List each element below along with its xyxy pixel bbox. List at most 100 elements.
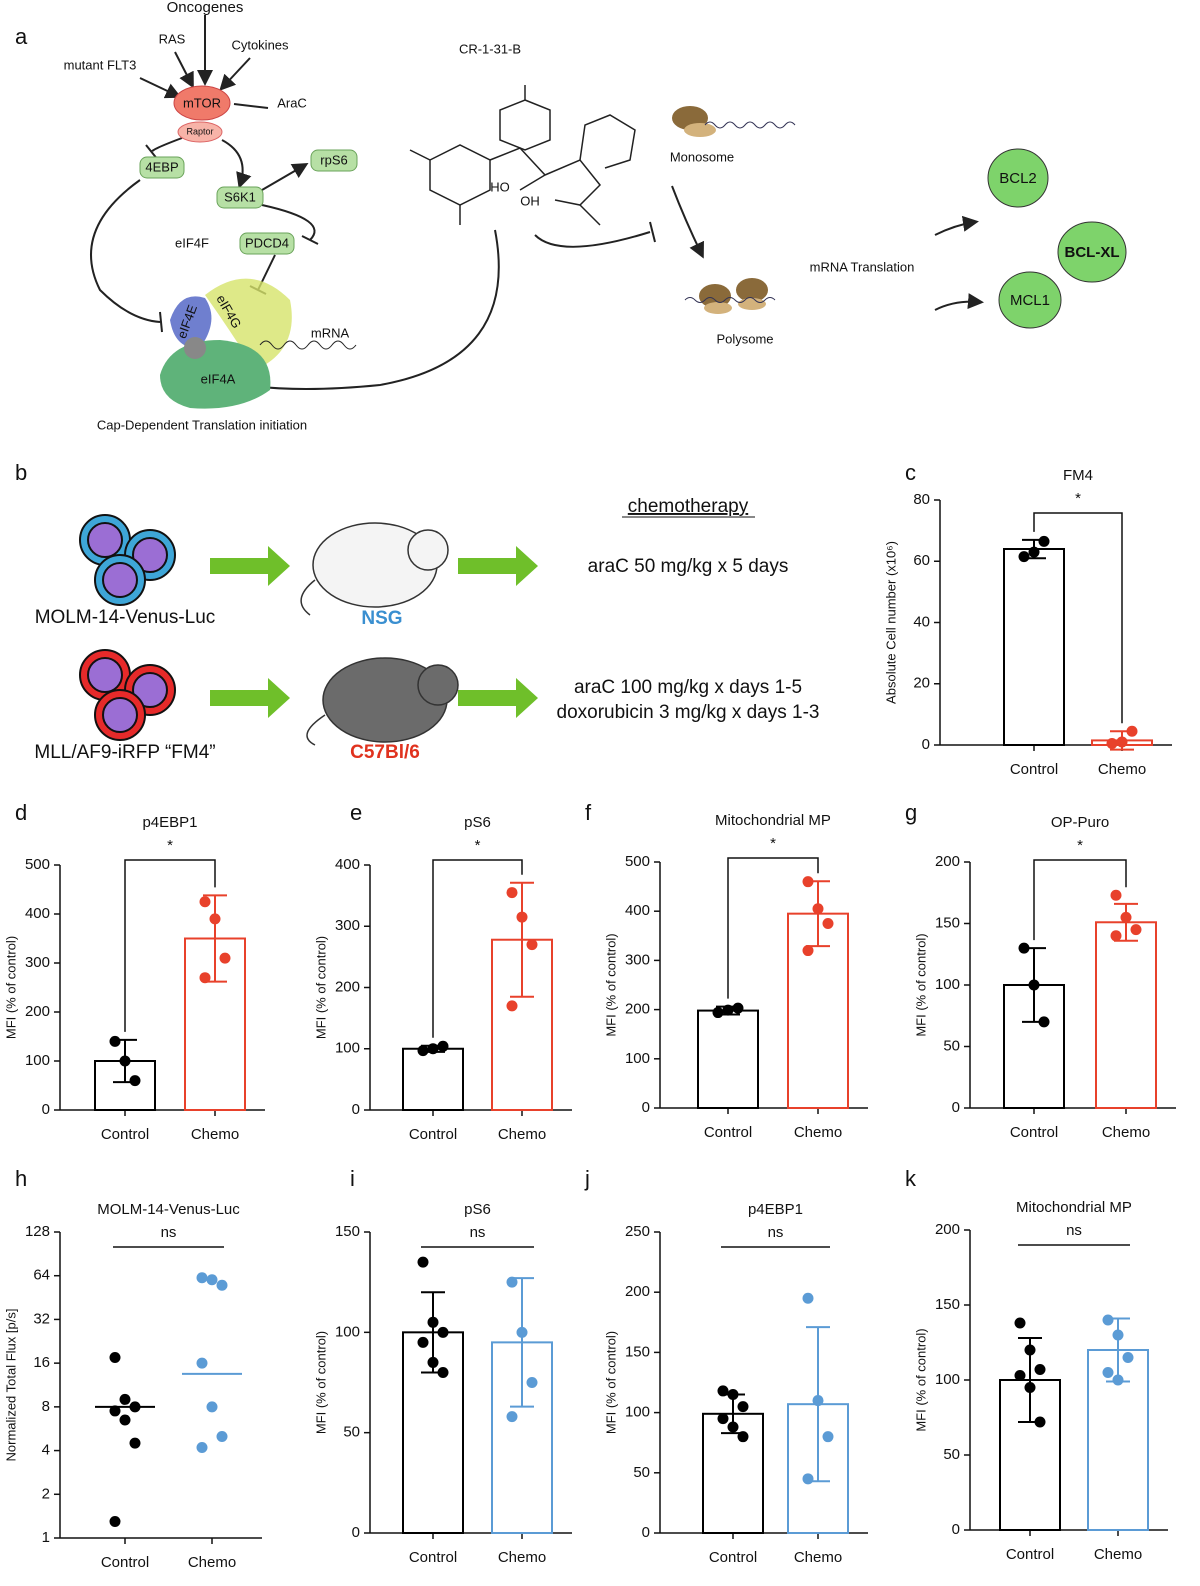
data-point (727, 1389, 739, 1401)
data-point (812, 903, 824, 915)
y-tick-label: 150 (935, 914, 960, 931)
data-point (1038, 535, 1050, 547)
panel-label: h (15, 1166, 27, 1191)
y-tick-label: 150 (625, 1343, 650, 1360)
x-tick-label: Chemo (191, 1126, 239, 1143)
significance: * (1077, 837, 1083, 854)
panel-label: i (350, 1166, 355, 1191)
panel-label: k (905, 1166, 917, 1191)
y-tick-label: 100 (625, 1404, 650, 1421)
bar (1003, 548, 1065, 746)
regimen: araC 50 mg/kg x 5 days (588, 556, 789, 577)
bar (402, 1047, 464, 1111)
y-axis-label: MFI (% of control) (913, 933, 928, 1036)
y-tick-label: 100 (935, 976, 960, 993)
data-point (722, 1004, 734, 1016)
y-tick-label: 50 (633, 1464, 650, 1481)
y-axis-label: MFI (% of control) (913, 1328, 928, 1431)
x-tick-label: Chemo (498, 1126, 546, 1143)
y-tick-label: 500 (625, 853, 650, 870)
y-tick-label: 128 (25, 1223, 50, 1240)
panel-label: d (15, 800, 27, 825)
data-point (1018, 551, 1030, 563)
protein-boxes (139, 149, 358, 255)
data-point (1122, 1352, 1134, 1363)
significance: ns (161, 1224, 177, 1241)
panel-label: f (585, 800, 592, 825)
data-point (802, 945, 814, 957)
y-tick-label: 1 (42, 1529, 50, 1546)
data-point (717, 1413, 729, 1425)
data-point (727, 1421, 739, 1433)
eif4f-complex (160, 278, 357, 409)
y-tick-label: 0 (642, 1524, 650, 1541)
x-tick-label: Control (101, 1554, 149, 1571)
data-point (109, 1405, 121, 1417)
data-point (1116, 736, 1128, 748)
significance: * (1075, 490, 1081, 507)
label: Cytokines (231, 37, 289, 52)
bar (697, 1009, 759, 1109)
y-tick-label: 200 (935, 853, 960, 870)
significance: * (770, 835, 776, 852)
diagram-b: b MOLM-14-Venus-Luc MLL/AF9-iRFP “FM4” N… (15, 460, 819, 763)
label: eIF4F (175, 235, 209, 250)
x-tick-label: Control (709, 1549, 757, 1566)
bracket (124, 859, 216, 1032)
label: Raptor (186, 126, 213, 136)
y-tick-label: 500 (25, 856, 50, 873)
data-point (1112, 1329, 1124, 1341)
bracket (727, 857, 819, 999)
label: PDCD4 (245, 235, 289, 250)
x-tick-label: Chemo (498, 1549, 546, 1566)
y-tick-label: 300 (335, 917, 360, 934)
data-point (109, 1515, 121, 1527)
mice (300, 522, 459, 746)
significance: ns (1066, 1222, 1082, 1239)
y-tick-label: 50 (343, 1424, 360, 1441)
label: Cap-Dependent Translation initiation (97, 417, 307, 432)
data-point (802, 1292, 814, 1304)
data-point (1034, 1416, 1046, 1428)
panel-label: a (15, 24, 28, 49)
data-point (526, 1377, 538, 1388)
y-tick-label: 300 (625, 951, 650, 968)
y-tick-label: 0 (352, 1101, 360, 1118)
data-point (1024, 1344, 1036, 1356)
data-point (1014, 1370, 1026, 1381)
panel-label: g (905, 800, 917, 825)
chart-title: Mitochondrial MP (1016, 1199, 1132, 1216)
y-tick-label: 200 (935, 1221, 960, 1238)
data-point (417, 1336, 429, 1348)
label: eIF4A (201, 371, 236, 386)
x-tick-label: Chemo (1094, 1546, 1142, 1563)
y-tick-label: 16 (33, 1354, 50, 1371)
protein-circles (987, 148, 1127, 329)
data-point (196, 1357, 208, 1369)
data-point (802, 1473, 814, 1485)
y-tick-label: 0 (352, 1524, 360, 1541)
data-point (506, 887, 518, 899)
significance: * (475, 837, 481, 854)
data-point (119, 1414, 131, 1426)
y-tick-label: 0 (42, 1101, 50, 1118)
data-point (1028, 979, 1040, 991)
chart-title: Mitochondrial MP (715, 812, 831, 829)
y-tick-label: 300 (25, 954, 50, 971)
chemical-structure (409, 85, 636, 226)
label: HO (490, 179, 510, 194)
data-point (506, 1411, 518, 1423)
chart-title: p4EBP1 (748, 1201, 803, 1218)
data-point (427, 1316, 439, 1328)
data-point (1024, 1382, 1036, 1393)
label: RAS (159, 31, 186, 46)
y-axis-label: MFI (% of control) (313, 1331, 328, 1434)
data-point (1018, 942, 1030, 954)
data-point (1034, 1364, 1046, 1375)
y-tick-label: 200 (335, 978, 360, 995)
data-point (1014, 1317, 1026, 1329)
data-point (109, 1351, 121, 1363)
x-tick-label: Control (1006, 1546, 1054, 1563)
y-tick-label: 0 (952, 1099, 960, 1116)
